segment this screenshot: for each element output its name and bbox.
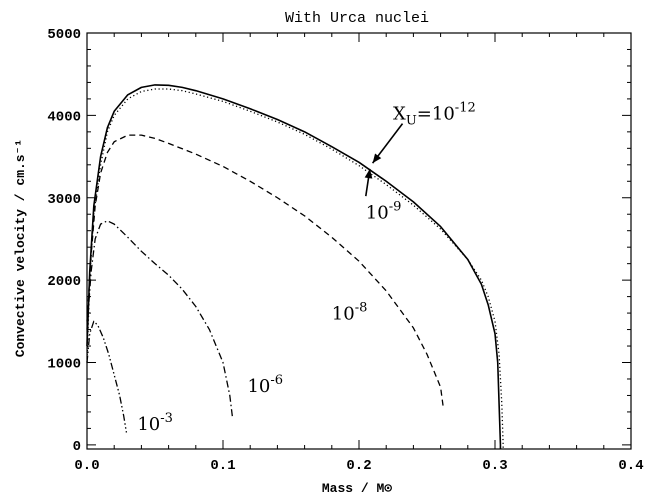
x-tick-label: 0.4 bbox=[618, 458, 643, 474]
y-tick-label: 3000 bbox=[47, 192, 81, 208]
x-tick-label: 0.3 bbox=[482, 458, 507, 474]
series-line-4 bbox=[86, 220, 234, 418]
x-tick-label: 0.2 bbox=[346, 458, 371, 474]
x-axis-label: Mass / M⊙ bbox=[322, 481, 392, 495]
y-tick-label: 1000 bbox=[47, 357, 81, 373]
annotation-arrow bbox=[364, 168, 373, 197]
series-line-3 bbox=[86, 134, 444, 408]
curve-label: 10-6 bbox=[247, 373, 283, 397]
plot-frame bbox=[86, 32, 632, 450]
curve-label: 10-3 bbox=[137, 411, 173, 435]
curve-label: 10-9 bbox=[366, 199, 402, 223]
series-line-1 bbox=[86, 84, 502, 449]
y-tick-label: 2000 bbox=[47, 274, 81, 290]
y-tick-label: 4000 bbox=[47, 109, 81, 125]
series-line-5 bbox=[86, 320, 128, 433]
x-tick-label: 0.1 bbox=[210, 458, 235, 474]
y-tick-label: 0 bbox=[73, 439, 81, 455]
series-line-2 bbox=[86, 88, 504, 449]
y-axis-label: Convective velocity / cm.s⁻¹ bbox=[13, 139, 28, 357]
curve-label: XU=10-12 bbox=[393, 100, 476, 128]
chart-title: With Urca nuclei bbox=[285, 10, 429, 27]
annotation-arrow bbox=[371, 123, 404, 164]
x-tick-label: 0.0 bbox=[74, 458, 99, 474]
curve-label: 10-8 bbox=[332, 301, 368, 325]
y-tick-label: 5000 bbox=[47, 27, 81, 43]
